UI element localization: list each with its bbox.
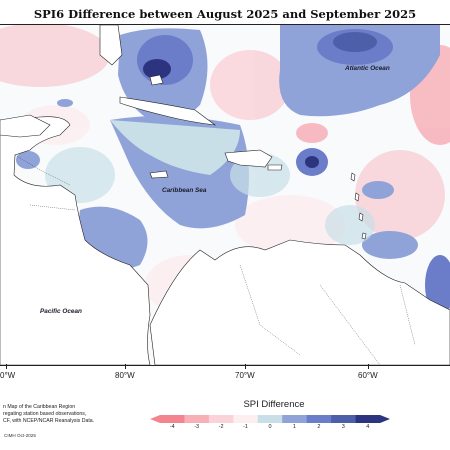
legend-swatch — [257, 415, 283, 423]
legend-tick-label: -1 — [243, 424, 248, 430]
legend-colorbar — [150, 415, 390, 423]
spi-difference-map: Atlantic Ocean Caribbean Sea Pacific Oce… — [0, 24, 450, 366]
hispaniola — [224, 149, 273, 168]
legend-swatch — [208, 415, 234, 423]
map-note-line-1: n Map of the Caribbean Region — [3, 404, 76, 410]
longitude-label-60w: 60°W — [358, 371, 378, 380]
legend-tick-label: -2 — [218, 424, 224, 430]
map-title: SPI6 Difference between August 2025 and … — [33, 7, 417, 21]
land-masses — [0, 25, 450, 365]
longitude-label-left: 0°W — [0, 371, 16, 380]
legend-tick-label: -3 — [194, 424, 200, 430]
border-lines — [14, 154, 416, 365]
cuba — [119, 96, 217, 126]
longitude-tick-left — [6, 364, 7, 369]
yucatan — [0, 114, 51, 138]
positive-anomaly-areas — [16, 25, 450, 360]
legend-arrow-right — [380, 415, 390, 423]
south-america — [149, 239, 450, 365]
legend-arrow-left — [150, 415, 160, 423]
legend-swatch — [233, 415, 259, 423]
pacific-ocean-label: Pacific Ocean — [40, 308, 82, 315]
longitude-label-80w: 80°W — [115, 371, 135, 380]
puerto-rico — [267, 164, 283, 171]
jamaica — [149, 170, 169, 179]
longitude-tick-70w — [245, 364, 246, 369]
central-america — [0, 116, 151, 365]
bahamas — [149, 74, 164, 86]
longitude-tick-80w — [125, 364, 126, 369]
legend-swatch — [331, 415, 356, 423]
caribbean-sea-label: Caribbean Sea — [162, 187, 207, 194]
legend-tick-label: 0 — [268, 424, 272, 430]
legend-swatch — [160, 415, 185, 423]
legend-swatch — [355, 415, 381, 423]
longitude-tick-60w — [368, 364, 369, 369]
legend-tick-label: -4 — [169, 424, 175, 430]
map-note-line-2: regating station based observations, — [3, 411, 87, 417]
legend-tick-label: 1 — [292, 424, 296, 430]
lesser-antilles — [350, 172, 367, 240]
florida — [99, 25, 123, 66]
legend-title: SPI Difference — [243, 399, 305, 410]
credit-text: CIMH Oct-2025 — [4, 433, 36, 438]
legend-swatch — [184, 415, 210, 423]
map-note-line-3: CF, with NCEP/NCAR Reanalysis Data. — [3, 418, 95, 424]
legend-tick-label: 3 — [341, 424, 345, 430]
legend-swatch — [282, 415, 307, 423]
atlantic-ocean-label: Atlantic Ocean — [344, 65, 390, 72]
legend-swatch — [306, 415, 332, 423]
legend-tick-label: 2 — [317, 424, 321, 430]
longitude-label-70w: 70°W — [235, 371, 255, 380]
legend-tick-label: 4 — [366, 424, 370, 430]
